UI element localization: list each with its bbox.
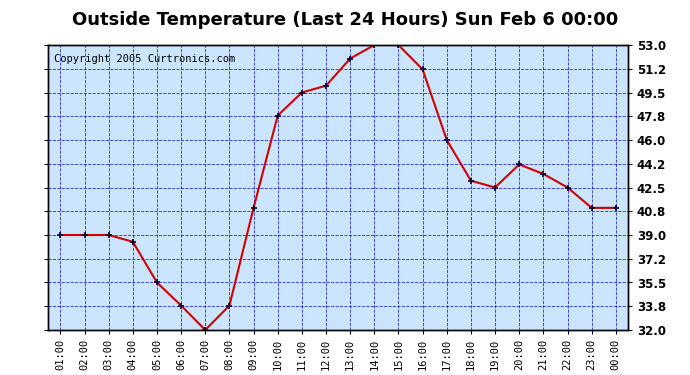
Text: Copyright 2005 Curtronics.com: Copyright 2005 Curtronics.com [54,54,235,63]
Text: Outside Temperature (Last 24 Hours) Sun Feb 6 00:00: Outside Temperature (Last 24 Hours) Sun … [72,11,618,29]
